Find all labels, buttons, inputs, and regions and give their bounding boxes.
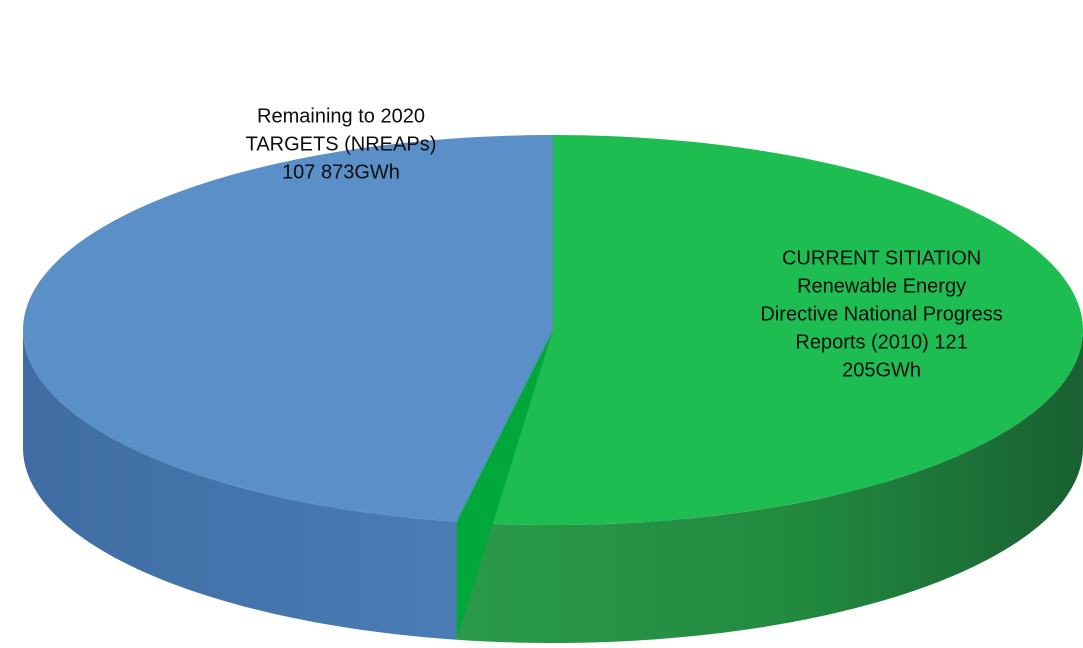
pie-slice-1 [23, 135, 553, 522]
pie-top-layer [23, 135, 1083, 525]
pie-slice-label-line: Renewable Energy [797, 275, 966, 297]
pie-rim-layer [23, 330, 1083, 643]
pie-slice-label-line: CURRENT SITIATION [782, 247, 981, 269]
pie-slice-rim-1 [23, 330, 457, 640]
pie-slice-inner-wall-0 [456, 330, 553, 640]
pie-inner-wall-layer [456, 330, 553, 640]
pie-slice-label-line: Directive National Progress [760, 303, 1002, 325]
pie-slice-label-line: 205GWh [842, 359, 921, 381]
pie-slice-label-line: 107 873GWh [282, 162, 400, 184]
pie-slice-label-line: Remaining to 2020 [257, 106, 425, 128]
pie-label-layer: CURRENT SITIATION Renewable Energy Directi… [246, 106, 1003, 382]
pie-slice-label-0: CURRENT SITIATION Renewable Energy Directi… [760, 247, 1002, 381]
pie-slice-label-line: TARGETS (NREAPs) [246, 134, 437, 156]
pie-slice-label-line: Reports (2010) 121 [795, 331, 967, 353]
pie-slice-0 [456, 135, 1083, 525]
pie-slice-label-1: Remaining to 2020 TARGETS (NREAPs) 107 873… [246, 106, 437, 184]
pie-slice-rim-0 [456, 330, 1083, 643]
